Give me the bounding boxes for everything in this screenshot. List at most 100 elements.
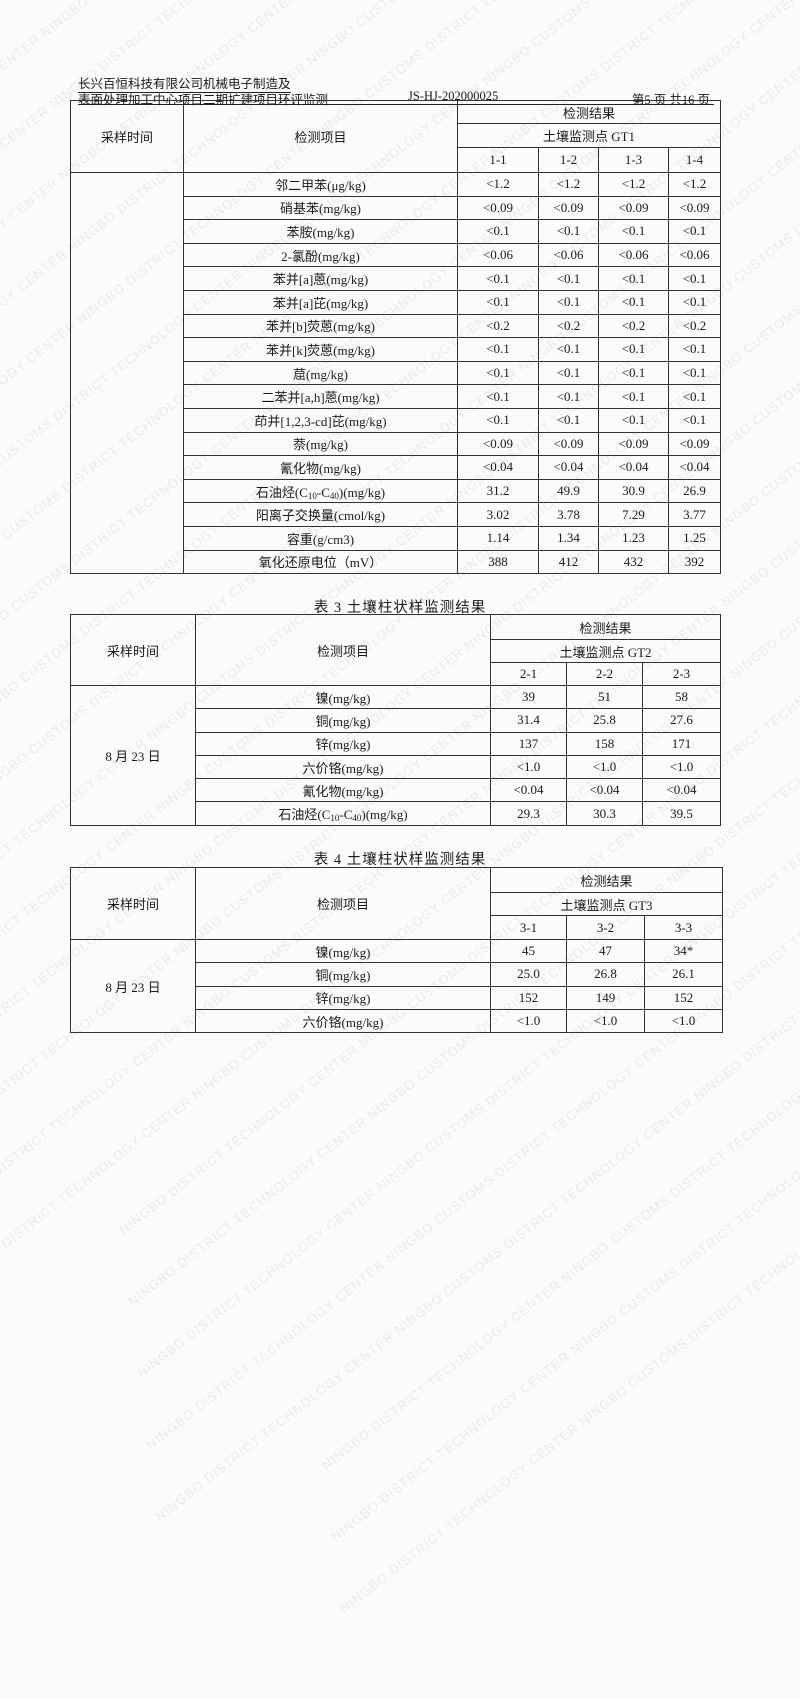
test-item: 氰化物(mg/kg)	[195, 778, 491, 803]
sampling-date	[70, 171, 184, 575]
result-value: 39.5	[642, 801, 721, 826]
result-value: <0.04	[642, 778, 721, 803]
header-test-item: 检测项目	[195, 614, 491, 686]
result-value: <0.1	[457, 266, 539, 291]
result-value: <0.1	[667, 266, 722, 291]
result-value: <0.04	[667, 455, 722, 480]
result-value: 34*	[644, 938, 723, 964]
sample-id-header: 2-1	[490, 662, 567, 686]
result-value: <0.1	[598, 289, 669, 315]
sampling-date: 8 月 23 日	[70, 685, 196, 826]
table-row: 2-氯酚(mg/kg) <0.06 <0.06 <0.06 <0.06	[71, 242, 722, 268]
test-item: 氰化物(mg/kg)	[183, 455, 458, 480]
result-value: <0.04	[457, 455, 539, 480]
project-title-line1: 长兴百恒科技有限公司机械电子制造及	[78, 73, 291, 93]
result-value: 432	[598, 549, 669, 575]
sample-id-header: 2-2	[566, 662, 643, 686]
test-item: 苯胺(mg/kg)	[183, 219, 458, 244]
result-value: 1.34	[538, 525, 599, 551]
test-item: 苯并[a]芘(mg/kg)	[183, 289, 458, 315]
result-value: <0.04	[538, 455, 599, 480]
result-value: <0.1	[598, 407, 669, 433]
result-value: 45	[490, 938, 567, 964]
table-2-continued: 采样时间 检测项目 检测结果 土壤监测点 GT1 1-1 1-2 1-3 1-4 邻二…	[70, 100, 722, 575]
test-item: 硝基苯(mg/kg)	[183, 195, 458, 221]
test-item: 苯并[b]荧蒽(mg/kg)	[183, 313, 458, 339]
result-value: <0.1	[538, 289, 599, 315]
table-row: 锌(mg/kg) 137 158 171	[71, 731, 721, 756]
header-test-result: 检测结果	[490, 867, 723, 893]
table-row: 萘(mg/kg) <0.09 <0.09 <0.09 <0.09	[71, 431, 722, 457]
result-value: <0.09	[598, 195, 669, 221]
result-value: <0.1	[667, 360, 722, 386]
result-value: <0.1	[538, 360, 599, 386]
test-item: 二苯并[a,h]蒽(mg/kg)	[183, 384, 458, 409]
test-item: 铜(mg/kg)	[195, 708, 491, 733]
result-value: <0.04	[566, 778, 643, 803]
test-item: 氧化还原电位（mV）	[183, 549, 458, 575]
test-item: 六价铬(mg/kg)	[195, 754, 491, 780]
table-row: 茚并[1,2,3-cd]芘(mg/kg) <0.1 <0.1 <0.1 <0.1	[71, 407, 722, 433]
result-value: <0.09	[538, 431, 599, 457]
result-value: <0.2	[598, 313, 669, 339]
result-value: <0.1	[667, 219, 722, 244]
test-item: 邻二甲苯(μg/kg)	[183, 172, 458, 197]
result-value: <0.09	[667, 195, 722, 221]
table-row: 硝基苯(mg/kg) <0.09 <0.09 <0.09 <0.09	[71, 195, 722, 221]
result-value: <0.09	[538, 195, 599, 221]
result-value: <0.1	[598, 337, 669, 362]
result-value: 3.78	[538, 502, 599, 527]
test-item: 铜(mg/kg)	[195, 962, 491, 987]
result-value: <0.09	[667, 431, 722, 457]
result-value: 152	[644, 985, 723, 1010]
sample-id-header: 3-3	[644, 915, 723, 940]
result-value: <0.1	[598, 384, 669, 409]
header-monitoring-point: 土壤监测点 GT2	[490, 639, 721, 663]
result-value: <0.1	[667, 289, 722, 315]
sample-id-header: 3-1	[490, 915, 567, 940]
result-value: <0.1	[667, 407, 722, 433]
table-row: 苯并[a]芘(mg/kg) <0.1 <0.1 <0.1 <0.1	[71, 289, 722, 315]
result-value: <0.09	[457, 195, 539, 221]
sample-id-header: 1-3	[598, 147, 669, 173]
report-number: JS-HJ-202000025	[408, 89, 499, 103]
result-value: <0.1	[598, 266, 669, 291]
test-item: 䓛(mg/kg)	[183, 360, 458, 386]
test-item: 锌(mg/kg)	[195, 985, 491, 1010]
result-value: 47	[566, 938, 645, 964]
test-item: 锌(mg/kg)	[195, 731, 491, 756]
result-value: <0.1	[457, 337, 539, 362]
result-value: <1.2	[538, 172, 599, 197]
result-value: <0.1	[538, 219, 599, 244]
header-sampling-time: 采样时间	[70, 614, 196, 686]
result-value: <0.1	[457, 360, 539, 386]
result-value: <0.06	[598, 242, 669, 268]
result-value: <0.1	[667, 384, 722, 409]
result-value: <0.09	[457, 431, 539, 457]
table-4-caption: 表 4 土壤柱状样监测结果	[313, 852, 487, 868]
table-row: 8 月 23 日镍(mg/kg) 45 47 34*	[70, 938, 723, 1034]
result-value: 39	[490, 684, 567, 710]
test-item: 阳离子交换量(cmol/kg)	[183, 502, 458, 527]
table-row: 氰化物(mg/kg) <0.04 <0.04 <0.04 <0.04	[71, 455, 722, 480]
result-value: <0.2	[457, 313, 539, 339]
test-item: 2-氯酚(mg/kg)	[183, 242, 458, 268]
table-row: 容重(g/cm3) 1.14 1.34 1.23 1.25	[71, 525, 722, 551]
table-row: 氰化物(mg/kg) <0.04 <0.04 <0.04	[71, 778, 721, 803]
test-item: 镍(mg/kg)	[195, 684, 491, 710]
result-value: <0.1	[538, 384, 599, 409]
table-row: 铜(mg/kg) 31.4 25.8 27.6	[71, 708, 721, 733]
table-row: 苯并[k]荧蒽(mg/kg) <0.1 <0.1 <0.1 <0.1	[71, 337, 722, 362]
result-value: 152	[490, 985, 567, 1010]
result-value: 26.9	[667, 478, 722, 504]
sample-id-header: 2-3	[642, 662, 721, 686]
result-value: 26.1	[644, 962, 723, 987]
result-value: <1.2	[667, 172, 722, 197]
table-row: 苯胺(mg/kg) <0.1 <0.1 <0.1 <0.1	[71, 219, 722, 244]
table-row: 锌(mg/kg) 152 149 152	[71, 985, 723, 1010]
result-value: <0.1	[457, 407, 539, 433]
sampling-date: 8 月 23 日	[70, 938, 196, 1034]
sample-id-header: 1-1	[457, 147, 539, 173]
result-value: 29.3	[490, 801, 567, 826]
header-monitoring-point: 土壤监测点 GT1	[456, 123, 722, 148]
